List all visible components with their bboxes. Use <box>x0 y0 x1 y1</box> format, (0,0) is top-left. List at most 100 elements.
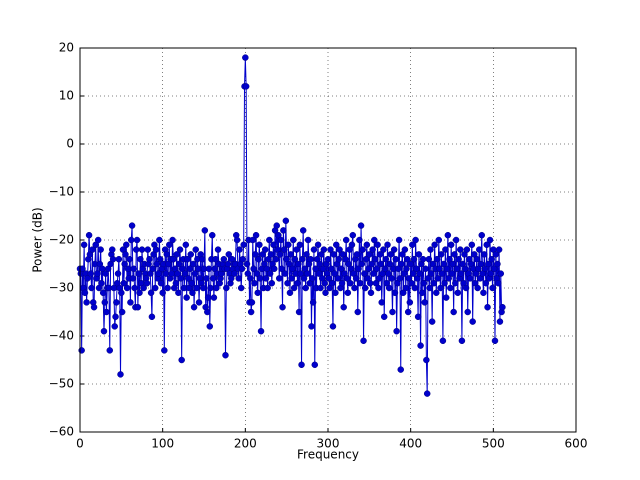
data-point <box>199 255 206 263</box>
data-point <box>437 284 444 292</box>
data-point <box>371 255 379 263</box>
data-point <box>231 270 238 277</box>
data-point <box>84 275 91 282</box>
data-point <box>380 246 387 253</box>
data-point <box>347 279 354 287</box>
data-point <box>362 255 370 263</box>
data-point <box>447 241 455 249</box>
data-point <box>378 299 385 306</box>
data-point <box>277 236 285 244</box>
data-point <box>457 270 465 277</box>
data-point <box>266 236 273 244</box>
data-point <box>453 265 461 273</box>
data-point <box>490 265 498 273</box>
data-point <box>224 260 232 268</box>
data-point <box>369 246 376 253</box>
data-point <box>284 279 291 287</box>
data-point <box>103 308 110 316</box>
data-point <box>375 284 382 292</box>
data-point <box>430 279 438 287</box>
data-point <box>273 222 280 229</box>
data-point <box>164 284 171 292</box>
data-point <box>363 241 371 249</box>
data-point <box>204 308 211 316</box>
data-point <box>377 260 385 268</box>
data-point <box>239 255 247 263</box>
data-point <box>163 251 171 258</box>
data-point <box>494 260 501 268</box>
data-point <box>118 308 126 316</box>
data-point <box>240 241 247 249</box>
data-point <box>344 289 352 297</box>
data-point <box>461 265 469 273</box>
data-point <box>486 236 494 244</box>
data-point <box>438 270 446 277</box>
data-point <box>404 308 412 316</box>
data-point <box>388 275 395 282</box>
data-point <box>487 270 495 277</box>
data-point <box>238 265 246 273</box>
data-point <box>213 284 220 292</box>
data-point <box>137 255 144 263</box>
data-point <box>178 356 185 364</box>
data-point <box>117 371 124 378</box>
data-point <box>261 246 269 253</box>
data-point <box>368 260 376 268</box>
data-point <box>329 323 337 330</box>
data-point <box>304 236 312 244</box>
data-point <box>308 323 315 330</box>
data-point <box>249 236 257 244</box>
data-point <box>190 303 198 311</box>
data-point <box>311 361 319 369</box>
data-point <box>151 284 159 292</box>
data-point <box>476 246 483 253</box>
data-point <box>304 270 311 277</box>
data-point <box>87 270 94 277</box>
data-point <box>253 270 261 277</box>
data-point <box>262 275 270 282</box>
data-point <box>336 246 343 253</box>
data-point <box>126 255 133 263</box>
data-point <box>407 260 414 268</box>
data-point <box>233 236 241 244</box>
data-point <box>79 265 86 273</box>
data-point <box>310 246 318 253</box>
data-point <box>458 337 466 345</box>
data-point <box>495 279 502 287</box>
data-point <box>267 251 275 258</box>
data-point <box>85 231 93 239</box>
x-tick-label: 200 <box>234 437 257 451</box>
data-point <box>280 227 287 234</box>
data-point <box>118 289 125 297</box>
data-point <box>130 265 137 273</box>
data-point <box>320 246 328 253</box>
data-point <box>174 270 181 277</box>
data-point <box>228 275 235 282</box>
data-point <box>484 303 491 311</box>
data-point <box>416 270 424 277</box>
data-point <box>212 255 219 263</box>
data-point <box>367 289 375 297</box>
data-point <box>417 342 424 349</box>
data-point <box>169 236 176 244</box>
data-point <box>454 289 462 297</box>
data-point <box>291 255 299 263</box>
data-point <box>172 279 180 287</box>
data-point <box>280 246 288 253</box>
x-tick-label: 500 <box>482 437 505 451</box>
data-point <box>331 270 338 277</box>
data-point <box>299 255 306 263</box>
data-point <box>335 255 342 263</box>
data-point <box>361 270 368 277</box>
data-point <box>409 241 416 249</box>
data-point <box>411 284 419 292</box>
y-tick-label: 10 <box>59 89 74 103</box>
data-point <box>136 289 143 297</box>
data-point <box>266 270 274 277</box>
data-point <box>225 251 233 258</box>
data-point <box>288 275 295 282</box>
data-point <box>81 289 89 297</box>
data-point <box>496 318 504 325</box>
data-point <box>303 251 310 258</box>
data-point <box>98 279 105 287</box>
